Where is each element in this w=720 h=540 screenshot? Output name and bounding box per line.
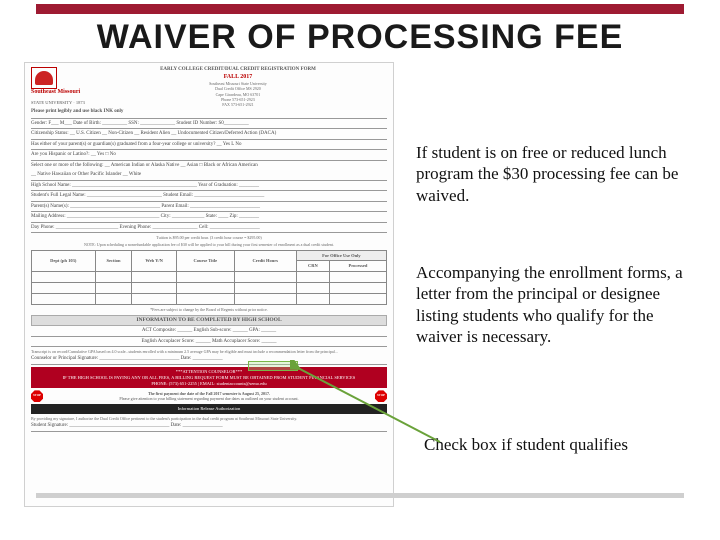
line-gender: Gender: F___ M___ Date of Birth: _______…: [31, 121, 387, 130]
registration-form-image: Southeast Missouri STATE UNIVERSITY · 18…: [24, 62, 394, 507]
hs-section-header: INFORMATION TO BE COMPLETED BY HIGH SCHO…: [31, 315, 387, 326]
line-race: Select one or more of the following: __ …: [31, 163, 387, 171]
qualify-checkbox-highlight: [248, 361, 298, 371]
fees-note: *Fees are subject to change by the Board…: [31, 307, 387, 312]
student-sig: Student Signature: _____________________…: [31, 423, 387, 432]
hs-line2: English Accuplacer Score: ______ Math Ac…: [31, 339, 387, 348]
pay-note: Please give attention to your billing st…: [119, 396, 298, 401]
line-hs: High School Name: ______________________…: [31, 183, 387, 192]
paragraph-1: If student is on free or reduced lunch p…: [416, 142, 701, 206]
course-table: Dept (ph 103) Section Web Y/N Course Tit…: [31, 250, 387, 305]
page-title: WAIVER OF PROCESSING FEE: [0, 18, 720, 57]
release-header: Information Release Authorization: [31, 404, 387, 414]
line-parent: Has either of your parent(s) or guardian…: [31, 142, 387, 151]
attention-banner: ***ATTENTION COUNSELOR*** IF THE HIGH SC…: [31, 367, 387, 389]
university-logo: [31, 67, 57, 89]
line-legal: Student's Full Legal Name: _____________…: [31, 193, 387, 202]
form-term: FALL 2017: [89, 74, 387, 82]
paragraph-2: Accompanying the enrollment forms, a let…: [416, 262, 701, 347]
hs-sig: Counselor or Principal Signature: ______…: [31, 356, 387, 365]
top-accent-bar: [36, 4, 684, 14]
hs-line1: ACT Composite: ______ English Sub-score:…: [31, 328, 387, 337]
stop-icon: STOP: [375, 390, 387, 402]
bottom-divider: [36, 493, 684, 498]
stop-icon: STOP: [31, 390, 43, 402]
line-addr: Mailing Address: _______________________…: [31, 214, 387, 223]
tuition2: NOTE: Upon scheduling a nonrefundable ap…: [31, 242, 387, 247]
form-instruction: Please print legibly and use black INK o…: [31, 109, 387, 116]
tuition: Tuition is $95.00 per credit hour. (3 cr…: [31, 235, 387, 240]
line-hispanic: Are you Hispanic or Latino?: __ Yes □ No: [31, 152, 387, 161]
line-race2: __ Native Hawaiian or Other Pacific Isla…: [31, 172, 387, 181]
brand-text-2: STATE UNIVERSITY · 1873: [31, 100, 85, 106]
line-phone: Day Phone: _________________________ Eve…: [31, 225, 387, 234]
line-citizen: Citizenship Status: __ U.S. Citizen __ N…: [31, 131, 387, 140]
paragraph-3: Check box if student qualifies: [424, 434, 709, 455]
hs-para: Transcript is on record/Cumulative GPA b…: [31, 349, 387, 354]
release-text: By providing my signature, I authorize t…: [31, 416, 387, 421]
brand-text-1: Southeast Missouri: [31, 89, 80, 95]
line-parentn: Parent(s) Name(s): _____________________…: [31, 204, 387, 213]
